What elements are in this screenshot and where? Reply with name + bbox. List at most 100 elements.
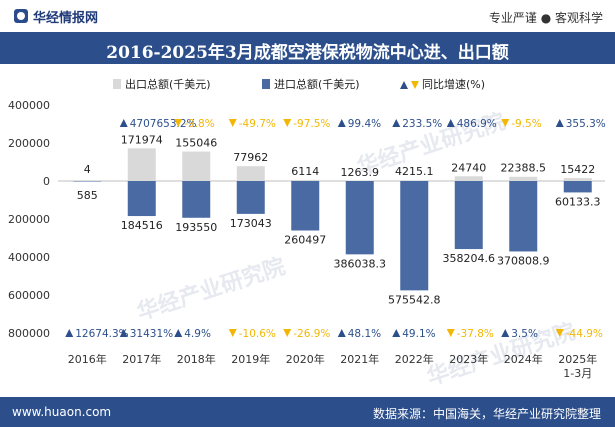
footer-website: www.huaon.com [12, 405, 112, 419]
import-value-label: 370808.9 [497, 254, 550, 267]
export-yoy-down-triangle [283, 119, 292, 127]
export-yoy-down-triangle [228, 119, 237, 127]
category-label: 2018年 [177, 352, 216, 366]
export-value-label: 171974 [121, 133, 163, 146]
import-yoy-label: 12674.3% [75, 328, 128, 340]
export-value-label: 4 [84, 163, 91, 176]
export-value-label: 1263.9 [341, 166, 380, 179]
footer: www.huaon.com 数据来源：中国海关，华经产业研究院整理 [0, 397, 615, 427]
import-value-label: 60133.3 [555, 195, 601, 208]
export-value-label: 24740 [451, 161, 486, 174]
export-yoy-label: 233.5% [402, 118, 442, 130]
import-yoy-up-triangle [174, 329, 183, 337]
export-yoy-label: -49.7% [239, 118, 276, 130]
category-label: 2019年 [231, 352, 270, 366]
import-value-label: 386038.3 [334, 257, 387, 270]
export-yoy-label: 99.4% [348, 118, 381, 130]
import-bar [509, 181, 538, 252]
category-label: 2016年 [68, 352, 107, 366]
import-yoy-up-triangle [337, 329, 346, 337]
chart-title: 2016-2025年3月成都空港保税物流中心进、出口额 [106, 43, 509, 63]
import-yoy-up-triangle [392, 329, 401, 337]
export-bar [509, 176, 538, 181]
import-bar [400, 181, 429, 291]
y-tick-label: 600000 [8, 289, 50, 302]
import-yoy-down-triangle [283, 329, 292, 337]
import-bar [73, 181, 102, 182]
export-yoy-label: -97.5% [293, 118, 330, 130]
import-yoy-up-triangle [119, 329, 128, 337]
import-bar [563, 181, 592, 193]
title-band: 2016-2025年3月成都空港保税物流中心进、出口额 [0, 32, 615, 64]
footer-source: 数据来源：中国海关，华经产业研究院整理 [372, 407, 601, 421]
export-yoy-label: 486.9% [457, 118, 497, 130]
import-value-label: 575542.8 [388, 293, 441, 306]
import-yoy-label: -37.8% [457, 328, 494, 340]
export-value-label: 4215.1 [395, 165, 434, 178]
export-yoy-up-triangle [555, 119, 564, 127]
category-label: 2025年 1-3月 [558, 352, 597, 380]
top-bar: 华经情报网 专业严谨 ● 客观科学 [0, 0, 615, 32]
y-tick-label: 0 [43, 175, 50, 188]
legend-swatch-export [113, 79, 121, 89]
import-yoy-label: -26.9% [293, 328, 330, 340]
category-label: 2023年 [449, 352, 488, 366]
export-bar [127, 148, 156, 181]
logo-icon [14, 9, 28, 23]
export-yoy-up-triangle [337, 119, 346, 127]
export-bar [454, 176, 483, 181]
export-yoy-down-triangle [174, 119, 183, 127]
y-tick-label: 800000 [8, 327, 50, 340]
import-bar [236, 181, 265, 214]
import-value-label: 184516 [121, 219, 163, 232]
export-bar [236, 166, 265, 181]
legend-up-triangle [400, 81, 408, 89]
legend-swatch-import [262, 79, 270, 89]
export-yoy-label: 355.3% [566, 118, 606, 130]
export-yoy-up-triangle [446, 119, 455, 127]
import-yoy-label: 3.5% [511, 328, 538, 340]
category-label: 2022年 [395, 352, 434, 366]
import-value-label: 585 [77, 189, 98, 202]
export-bar [182, 151, 211, 181]
import-yoy-down-triangle [555, 329, 564, 337]
import-yoy-label: 48.1% [348, 328, 381, 340]
category-label: 2021年 [340, 352, 379, 366]
export-value-label: 155046 [175, 137, 217, 150]
export-bar [400, 180, 429, 181]
import-bar [454, 181, 483, 250]
import-yoy-up-triangle [501, 329, 510, 337]
export-value-label: 77962 [233, 151, 268, 164]
import-bar [345, 181, 374, 255]
import-bar [291, 181, 320, 231]
import-yoy-label: -44.9% [566, 328, 603, 340]
export-yoy-label: -9.8% [184, 118, 214, 130]
export-value-label: 6114 [291, 165, 319, 178]
import-yoy-label: 49.1% [402, 328, 435, 340]
y-tick-label: 400000 [8, 99, 50, 112]
watermark-text: 华经产业研究院 [134, 253, 289, 325]
export-yoy-label: -9.5% [511, 118, 541, 130]
category-label: 2017年 [122, 352, 161, 366]
import-value-label: 173043 [230, 217, 272, 230]
import-yoy-label: -10.6% [239, 328, 276, 340]
y-tick-label: 200000 [8, 137, 50, 150]
category-label: 2020年 [286, 352, 325, 366]
import-yoy-up-triangle [65, 329, 74, 337]
import-yoy-label: 4.9% [184, 328, 211, 340]
logo-text: 华经情报网 [33, 10, 99, 26]
legend-label-yoy: 同比增速(%) [422, 77, 485, 91]
export-value-label: 15422 [560, 163, 595, 176]
y-tick-label: 400000 [8, 251, 50, 264]
tagline: 专业严谨 ● 客观科学 [488, 11, 603, 25]
import-value-label: 193550 [175, 221, 217, 234]
import-yoy-down-triangle [446, 329, 455, 337]
export-bar [563, 178, 592, 181]
y-tick-label: 200000 [8, 213, 50, 226]
logo: 华经情报网 [14, 8, 99, 26]
export-yoy-down-triangle [501, 119, 510, 127]
import-yoy-down-triangle [228, 329, 237, 337]
export-yoy-up-triangle [119, 119, 128, 127]
